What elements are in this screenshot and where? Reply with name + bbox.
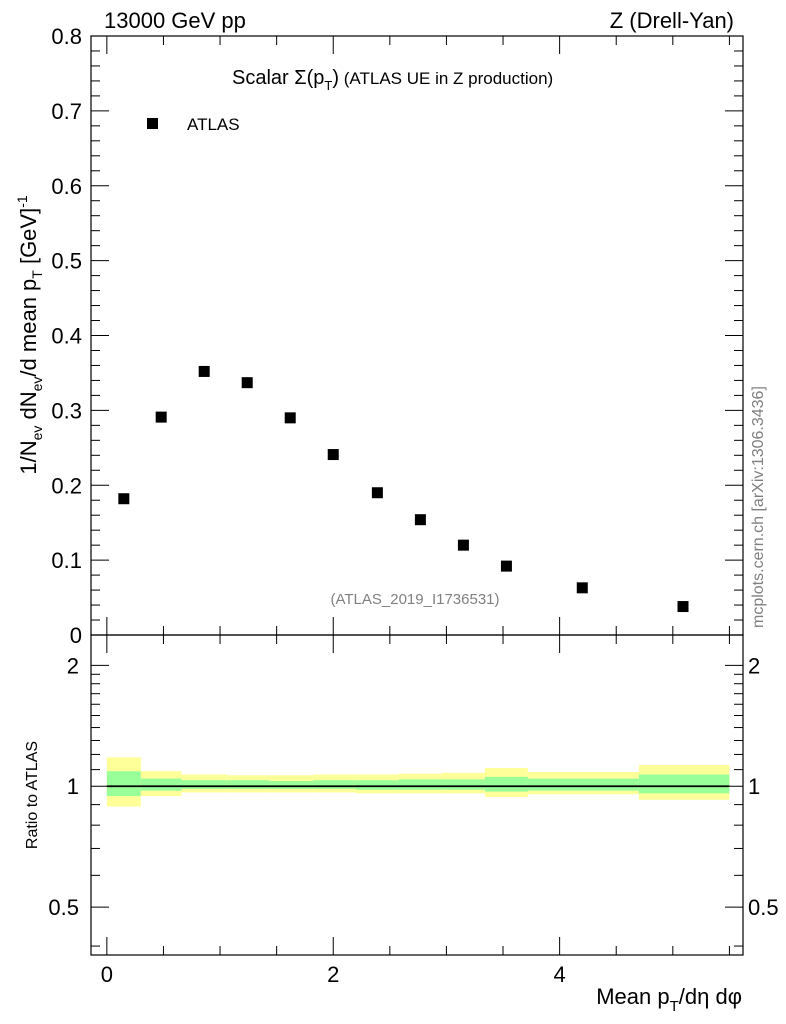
data-point — [241, 377, 253, 389]
data-point — [677, 601, 689, 613]
y-tick-label: 0.2 — [51, 473, 82, 498]
data-point — [155, 411, 167, 423]
uncertainty-band-green — [226, 780, 270, 789]
uncertainty-band-green — [312, 780, 356, 789]
data-point — [284, 412, 296, 424]
uncertainty-band-green — [355, 780, 399, 790]
legend: ATLAS — [147, 115, 240, 134]
y-tick-label: 0.5 — [51, 249, 82, 274]
uncertainty-band-green — [106, 771, 141, 797]
main-plot: 0 0.1 0.2 0.3 0.4 0.5 0.6 0.7 0.8 — [51, 24, 744, 648]
uncertainty-band-green — [398, 779, 442, 790]
y-tick-label: 0.8 — [51, 24, 82, 49]
ratio-plot-frame — [90, 634, 744, 956]
y-tick-label: 0.6 — [51, 174, 82, 199]
ratio-y-tick-label-right: 2 — [748, 653, 760, 678]
energy-label: 13000 GeV pp — [104, 8, 246, 33]
y-tick-label: 0.3 — [51, 398, 82, 423]
uncertainty-band-green — [181, 780, 227, 789]
legend-marker — [147, 118, 158, 129]
uncertainty-band-green — [527, 778, 639, 791]
uncertainty-band-green — [140, 778, 182, 791]
uncertainty-band-green — [269, 781, 313, 789]
y-tick-label: 0.7 — [51, 99, 82, 124]
x-tick-label: 0 — [101, 962, 113, 987]
uncertainty-band-green — [441, 779, 485, 790]
y-tick-label: 0.1 — [51, 548, 82, 573]
uncertainty-band-green — [484, 776, 528, 792]
ratio-y-tick-label: 0.5 — [48, 895, 79, 920]
data-point — [327, 449, 339, 461]
data-point — [457, 539, 469, 551]
xlabel: Mean pT/dη dφ — [596, 984, 742, 1015]
data-point — [500, 560, 512, 572]
data-point — [576, 582, 588, 594]
y-tick-label: 0.4 — [51, 324, 82, 349]
uncertainty-band-green — [638, 774, 730, 794]
data-point — [198, 365, 210, 377]
x-tick-label: 4 — [554, 962, 566, 987]
ratio-y-tick-label-right: 1 — [748, 774, 760, 799]
side-label: mcplots.cern.ch [arXiv:1306.3436] — [750, 386, 767, 628]
ratio-y-tick-label: 1 — [67, 774, 79, 799]
y-tick-label: 0 — [70, 623, 82, 648]
data-point — [414, 514, 426, 526]
data-point — [371, 487, 383, 499]
ratio-y-tick-label: 2 — [67, 653, 79, 678]
ratio-y-tick-label-right: 0.5 — [748, 895, 779, 920]
main-plot-title: Scalar Σ(pT) (ATLAS UE in Z production) — [232, 67, 553, 93]
main-ylabel: 1/Nev dNev/d mean pT [GeV]-1 — [14, 195, 45, 475]
process-label: Z (Drell-Yan) — [610, 8, 734, 33]
ratio-plot: 0 2 4 0.5 0.5 1 1 2 2 — [48, 634, 779, 987]
data-point — [118, 493, 130, 505]
x-tick-label: 2 — [327, 962, 339, 987]
ratio-ylabel: Ratio to ATLAS — [24, 741, 41, 849]
legend-label: ATLAS — [187, 115, 240, 134]
analysis-id: (ATLAS_2019_I1736531) — [330, 591, 499, 608]
